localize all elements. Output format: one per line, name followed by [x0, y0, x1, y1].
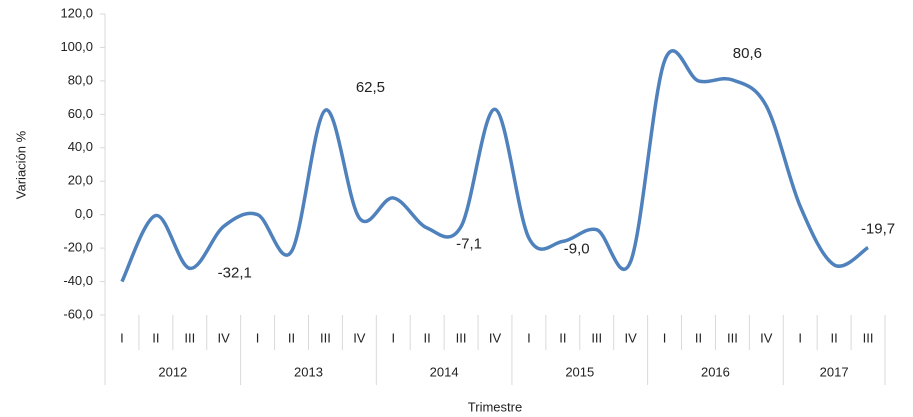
x-tick-label: IV: [760, 330, 773, 345]
x-tick-label: III: [320, 330, 331, 345]
y-tick-label: 120,0: [60, 5, 93, 20]
y-tick-label: 40,0: [68, 139, 93, 154]
data-label: -7,1: [456, 236, 482, 253]
y-tick-label: -60,0: [63, 306, 93, 321]
x-tick-label: IV: [353, 330, 366, 345]
group-label: 2012: [158, 364, 187, 379]
y-tick-label: 60,0: [68, 106, 93, 121]
x-tick-label: II: [288, 330, 295, 345]
x-tick-label: III: [184, 330, 195, 345]
x-tick-label: III: [727, 330, 738, 345]
x-tick-label: III: [591, 330, 602, 345]
group-label: 2015: [565, 364, 594, 379]
series-line: [120, 49, 870, 283]
x-tick-label: I: [256, 330, 260, 345]
data-label: 80,6: [733, 45, 762, 62]
group-label: 2017: [820, 364, 849, 379]
x-tick-label: III: [456, 330, 467, 345]
x-tick-label: IV: [218, 330, 231, 345]
y-tick-label: 0,0: [75, 206, 93, 221]
y-axis-title: Variación %: [13, 130, 28, 199]
y-tick-label: 80,0: [68, 72, 93, 87]
x-tick-label: IV: [489, 330, 502, 345]
x-tick-label: II: [152, 330, 159, 345]
x-tick-label: I: [663, 330, 667, 345]
x-axis-title: Trimestre: [468, 399, 522, 414]
y-tick-label: -20,0: [63, 240, 93, 255]
y-tick-label: 20,0: [68, 173, 93, 188]
data-label: -9,0: [564, 241, 590, 258]
data-label: -19,7: [861, 221, 895, 238]
x-tick-label: I: [120, 330, 124, 345]
group-label: 2016: [701, 364, 730, 379]
x-tick-label: II: [831, 330, 838, 345]
x-tick-label: III: [863, 330, 874, 345]
group-label: 2014: [430, 364, 459, 379]
x-tick-label: II: [424, 330, 431, 345]
y-tick-label: -40,0: [63, 273, 93, 288]
group-label: 2013: [294, 364, 323, 379]
x-tick-label: II: [559, 330, 566, 345]
x-tick-label: I: [391, 330, 395, 345]
y-tick-label: 100,0: [60, 39, 93, 54]
x-tick-label: I: [527, 330, 531, 345]
x-tick-label: IV: [625, 330, 638, 345]
data-label: 62,5: [356, 79, 385, 96]
data-label: -32,1: [218, 264, 252, 281]
x-tick-label: I: [798, 330, 802, 345]
x-tick-label: II: [695, 330, 702, 345]
